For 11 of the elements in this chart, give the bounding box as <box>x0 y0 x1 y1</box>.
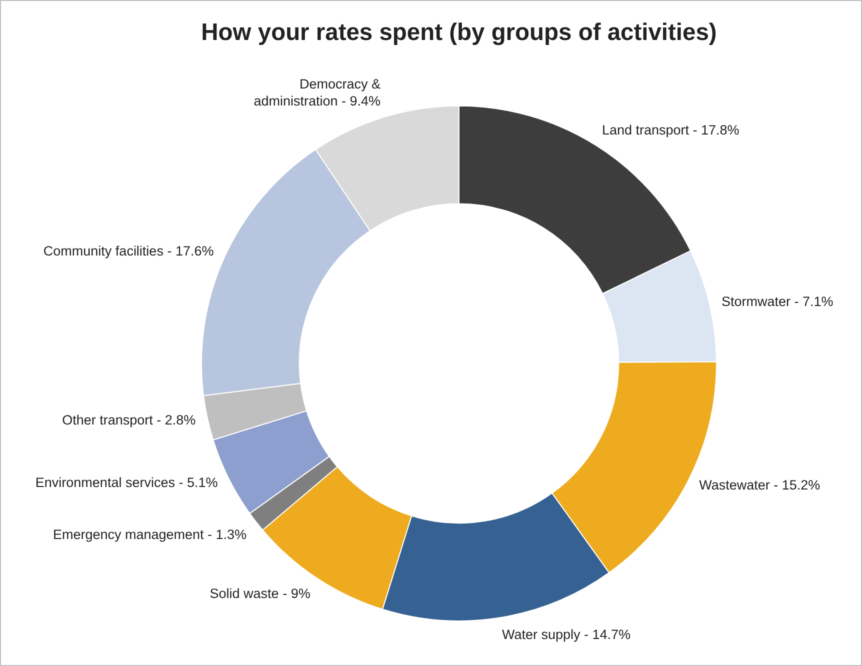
slice-label: Community facilities - 17.6% <box>43 243 214 258</box>
chart-title: How your rates spent (by groups of activities) <box>201 18 717 46</box>
slice-label: Wastewater - 15.2% <box>699 477 820 492</box>
slice-label: Environmental services - 5.1% <box>35 475 218 490</box>
slice-label: Land transport - 17.8% <box>602 122 740 138</box>
slice-label: Democracy & administration - 9.4% <box>254 76 381 108</box>
slice-label: Emergency management - 1.3% <box>52 526 247 542</box>
slice-label: Other transport - 2.8% <box>62 412 196 428</box>
slice-label: Solid waste - 9% <box>210 586 310 601</box>
slice-label: Water supply - 14.7% <box>502 627 631 642</box>
slice-label: Stormwater - 7.1% <box>721 294 834 309</box>
